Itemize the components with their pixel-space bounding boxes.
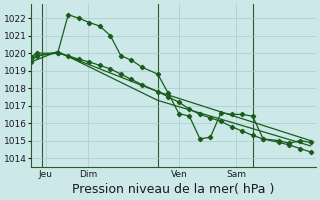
X-axis label: Pression niveau de la mer( hPa ): Pression niveau de la mer( hPa )	[72, 183, 275, 196]
